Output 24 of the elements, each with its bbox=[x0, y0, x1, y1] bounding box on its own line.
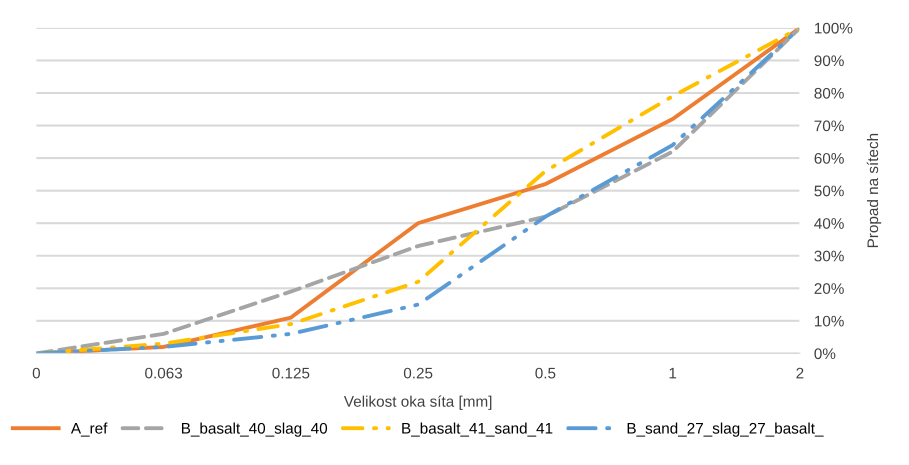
y-tick-label: 30% bbox=[814, 250, 844, 262]
y-tick-label: 60% bbox=[814, 152, 844, 164]
y-axis-title: Propad na sítech bbox=[866, 134, 882, 248]
x-axis-title: Velikost oka síta [mm] bbox=[344, 395, 492, 410]
y-tick-label: 40% bbox=[814, 218, 844, 229]
y-tick-label: 70% bbox=[814, 120, 844, 132]
y-tick-label: 90% bbox=[814, 55, 844, 66]
x-tick-label: 0 bbox=[32, 368, 40, 379]
legend-label: B_basalt_41_sand_41 bbox=[402, 422, 552, 437]
x-tick-label: 0.063 bbox=[145, 368, 182, 379]
legend-label: B_sand_27_slag_27_basalt_ bbox=[628, 422, 824, 437]
y-tick-label: 10% bbox=[814, 316, 844, 327]
y-tick-label: 20% bbox=[814, 283, 844, 294]
x-tick-label: 0.5 bbox=[535, 368, 556, 379]
x-tick-label: 0.125 bbox=[272, 368, 310, 379]
y-tick-label: 50% bbox=[814, 186, 844, 196]
x-tick-label: 1 bbox=[670, 368, 676, 378]
legend-label: B_basalt_40_slag_40 bbox=[182, 422, 328, 437]
y-tick-label: 100% bbox=[814, 22, 852, 34]
y-tick-label: 0% bbox=[814, 348, 836, 360]
x-tick-label: 0.25 bbox=[404, 368, 432, 379]
y-tick-label: 80% bbox=[814, 88, 844, 99]
x-tick-label: 2 bbox=[796, 368, 804, 378]
legend-label: A_ref bbox=[70, 422, 108, 437]
